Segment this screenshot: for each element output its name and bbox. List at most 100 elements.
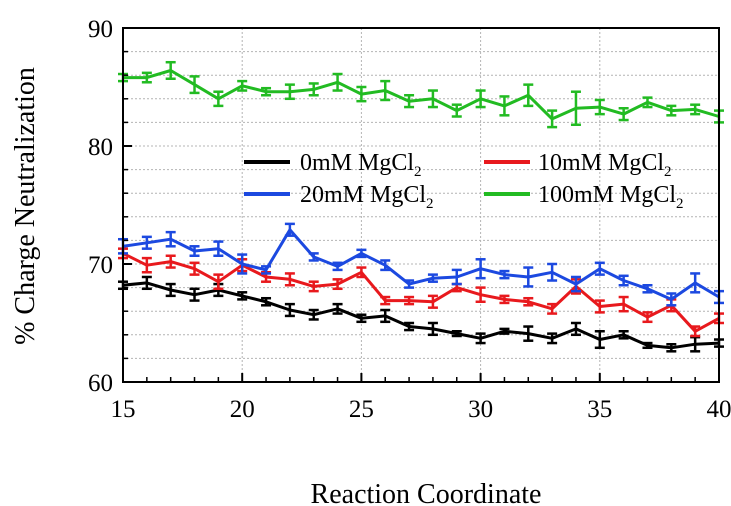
error-bar xyxy=(213,90,224,108)
error-bar xyxy=(404,94,415,109)
error-bar xyxy=(594,330,605,350)
x-tick-labels: 15 20 25 30 35 40 xyxy=(111,396,731,423)
error-bar xyxy=(189,245,200,257)
legend-item-0: 0mM MgCl2 xyxy=(244,150,422,180)
error-bar xyxy=(618,330,629,340)
x-tick-label: 15 xyxy=(111,396,136,423)
error-bar xyxy=(165,60,176,80)
series-line xyxy=(123,69,720,121)
error-bar xyxy=(356,248,367,259)
error-bar xyxy=(404,321,415,332)
legend-label: 0mM MgCl2 xyxy=(300,150,422,180)
error-bar xyxy=(690,103,701,116)
error-bar xyxy=(141,256,152,274)
error-bar xyxy=(475,89,486,109)
error-bar xyxy=(499,269,510,280)
series-2 xyxy=(118,222,724,307)
error-bar xyxy=(356,266,367,279)
y-tick-label: 70 xyxy=(88,252,113,279)
error-bar xyxy=(690,272,701,294)
error-bar xyxy=(475,258,486,280)
error-bar xyxy=(237,291,248,301)
error-bar xyxy=(332,261,343,272)
series-line xyxy=(122,281,720,350)
error-bar xyxy=(380,308,391,324)
error-bar xyxy=(570,275,581,293)
error-bar xyxy=(284,272,295,287)
error-bar xyxy=(380,79,391,102)
error-bar xyxy=(404,279,415,289)
error-bar xyxy=(284,302,295,318)
error-bar xyxy=(427,273,438,283)
error-bar xyxy=(594,261,605,276)
series-0 xyxy=(118,275,724,353)
error-bar xyxy=(427,294,438,309)
error-bar xyxy=(261,86,272,97)
error-bar xyxy=(499,327,510,335)
series-line xyxy=(122,252,720,333)
error-bar xyxy=(618,106,629,122)
series-line xyxy=(122,228,720,301)
error-bar xyxy=(284,83,295,101)
error-bar xyxy=(523,325,534,342)
x-tick-label: 35 xyxy=(587,396,612,423)
error-bar xyxy=(141,71,152,84)
error-bar xyxy=(666,104,677,117)
error-bar xyxy=(189,287,200,302)
error-bar xyxy=(237,79,248,92)
error-bar xyxy=(666,342,677,353)
x-axis-title: Reaction Coordinate xyxy=(311,479,542,506)
error-bar xyxy=(332,278,343,291)
error-bar xyxy=(642,96,653,109)
error-bar xyxy=(594,98,605,116)
error-bar xyxy=(475,286,486,304)
y-tick-label: 80 xyxy=(88,134,113,161)
error-bar xyxy=(451,103,462,118)
error-bar xyxy=(380,259,391,272)
x-tick-label: 25 xyxy=(349,396,374,423)
error-bar xyxy=(594,299,605,314)
error-bar xyxy=(451,330,462,338)
series-3 xyxy=(118,60,724,129)
grid xyxy=(123,28,719,382)
error-bar xyxy=(308,82,319,97)
legend-item-1: 10mM MgCl2 xyxy=(484,150,672,180)
x-tick-label: 40 xyxy=(707,396,731,423)
error-bar xyxy=(523,83,534,108)
y-tick-labels: 60 70 80 90 xyxy=(88,16,113,397)
error-bar xyxy=(261,265,272,275)
error-bar xyxy=(141,235,152,250)
legend: 0mM MgCl2 10mM MgCl2 20mM MgCl2 100mM MgCl2 xyxy=(244,150,684,212)
legend-item-2: 20mM MgCl2 xyxy=(244,182,434,212)
error-bar xyxy=(642,311,653,324)
error-bar xyxy=(356,313,367,324)
legend-label: 10mM MgCl2 xyxy=(538,150,672,180)
error-bar xyxy=(308,308,319,321)
error-bar xyxy=(284,222,295,237)
error-bar xyxy=(237,253,248,275)
series-layer xyxy=(118,60,724,353)
y-tick-label: 90 xyxy=(88,16,113,43)
error-bar xyxy=(165,230,176,248)
y-axis-title: % Charge Neutralization xyxy=(10,67,41,345)
error-bar xyxy=(427,89,438,109)
error-bar xyxy=(451,268,462,286)
error-bar xyxy=(213,273,224,291)
error-bar xyxy=(308,252,319,262)
legend-label: 100mM MgCl2 xyxy=(538,182,684,212)
axis-ticks xyxy=(122,27,720,383)
error-bar xyxy=(189,75,200,95)
error-bar xyxy=(380,295,391,306)
error-bar xyxy=(523,296,534,307)
error-bar xyxy=(547,109,558,129)
error-bar xyxy=(141,275,152,291)
error-bar xyxy=(475,332,486,345)
error-bar xyxy=(642,341,653,350)
error-bar xyxy=(642,283,653,294)
error-bar xyxy=(261,296,272,307)
y-tick-label: 60 xyxy=(88,370,113,397)
error-bar xyxy=(332,302,343,315)
error-bar xyxy=(547,302,558,315)
error-bar xyxy=(618,274,629,287)
